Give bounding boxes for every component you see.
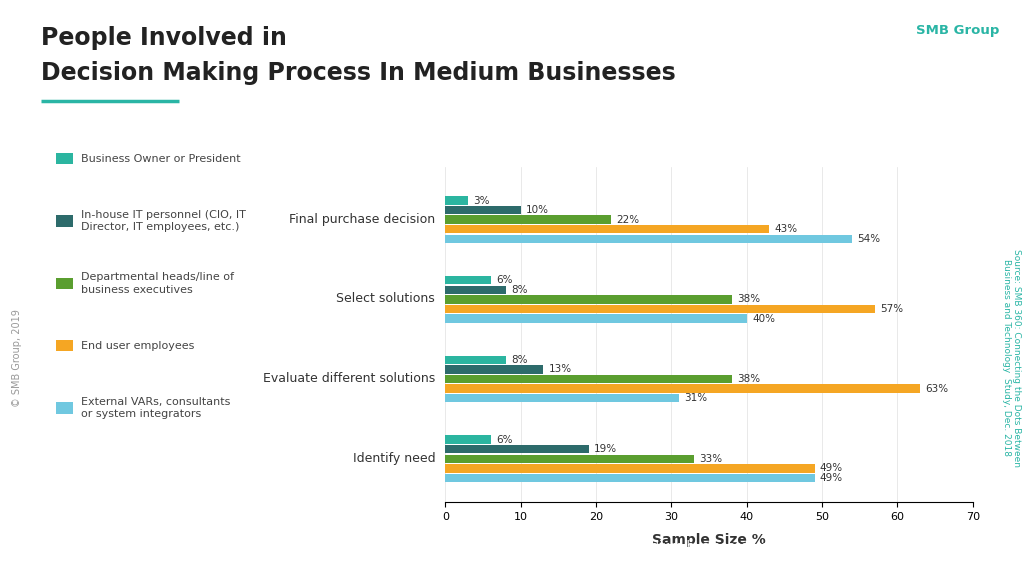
Bar bbox=[445, 206, 521, 214]
Bar bbox=[445, 295, 732, 304]
Text: Departmental heads/line of
business executives: Departmental heads/line of business exec… bbox=[81, 272, 233, 295]
Text: In-house IT personnel (CIO, IT
Director, IT employees, etc.): In-house IT personnel (CIO, IT Director,… bbox=[81, 209, 246, 233]
Text: Select solutions: Select solutions bbox=[337, 293, 435, 305]
Text: 19%: 19% bbox=[594, 444, 617, 454]
Text: 8%: 8% bbox=[511, 355, 527, 365]
Text: 49%: 49% bbox=[820, 463, 843, 473]
Text: 6%: 6% bbox=[496, 434, 512, 445]
Text: 40%: 40% bbox=[752, 313, 775, 324]
Bar bbox=[445, 215, 611, 224]
Text: © SMB Group, 2019: © SMB Group, 2019 bbox=[12, 309, 23, 407]
Text: 22%: 22% bbox=[616, 215, 640, 224]
Bar bbox=[445, 356, 506, 364]
Text: End user employees: End user employees bbox=[81, 340, 195, 351]
Text: External VARs, consultants
or system integrators: External VARs, consultants or system int… bbox=[81, 396, 230, 419]
Bar bbox=[445, 445, 589, 454]
Text: Evaluate different solutions: Evaluate different solutions bbox=[263, 372, 435, 385]
Bar bbox=[445, 384, 920, 393]
Bar bbox=[445, 365, 544, 374]
Text: 43%: 43% bbox=[775, 224, 798, 234]
Text: 38%: 38% bbox=[737, 374, 760, 384]
Text: 8%: 8% bbox=[511, 285, 527, 295]
Text: Decision Making Process In Medium Businesses: Decision Making Process In Medium Busine… bbox=[41, 61, 676, 85]
Text: 13%: 13% bbox=[549, 365, 571, 374]
Text: 3%: 3% bbox=[473, 196, 489, 205]
Text: 57%: 57% bbox=[881, 304, 903, 314]
Text: Final purchase decision: Final purchase decision bbox=[289, 212, 435, 226]
Text: 6%: 6% bbox=[496, 275, 512, 285]
Bar bbox=[445, 235, 852, 243]
Bar bbox=[445, 225, 769, 234]
Text: Business Owner or President: Business Owner or President bbox=[81, 153, 241, 164]
Bar bbox=[445, 305, 874, 313]
Bar bbox=[445, 436, 490, 444]
Bar bbox=[445, 276, 490, 284]
Text: People Involved in: People Involved in bbox=[41, 26, 287, 50]
Text: 63%: 63% bbox=[926, 384, 948, 394]
Text: 10%: 10% bbox=[526, 205, 549, 215]
Text: SMB Group: SMB Group bbox=[916, 24, 999, 38]
Bar bbox=[445, 455, 694, 463]
Bar bbox=[445, 394, 679, 402]
Bar bbox=[445, 474, 814, 482]
Text: Source: SMB 360: Connecting the Dots Between
Business and Technology  Study, Dec: Source: SMB 360: Connecting the Dots Bet… bbox=[1002, 249, 1021, 467]
Text: 33%: 33% bbox=[699, 454, 723, 464]
Text: 38%: 38% bbox=[737, 294, 760, 305]
Text: 54%: 54% bbox=[857, 234, 881, 244]
Text: 31%: 31% bbox=[684, 393, 708, 403]
X-axis label: Sample Size %: Sample Size % bbox=[652, 533, 766, 547]
Text: Q) Which of the following personnel/ business associates are involved in the dif: Q) Which of the following personnel/ bus… bbox=[12, 535, 531, 559]
Bar bbox=[445, 314, 746, 323]
Bar bbox=[445, 286, 506, 294]
Bar bbox=[445, 375, 732, 383]
Text: Identify need: Identify need bbox=[352, 452, 435, 464]
Bar bbox=[445, 196, 468, 205]
Bar bbox=[445, 464, 814, 473]
Text: 49%: 49% bbox=[820, 473, 843, 483]
Text: Sample: 277 medium businesses with 100-1,000 employees: Sample: 277 medium businesses with 100-1… bbox=[548, 540, 926, 553]
